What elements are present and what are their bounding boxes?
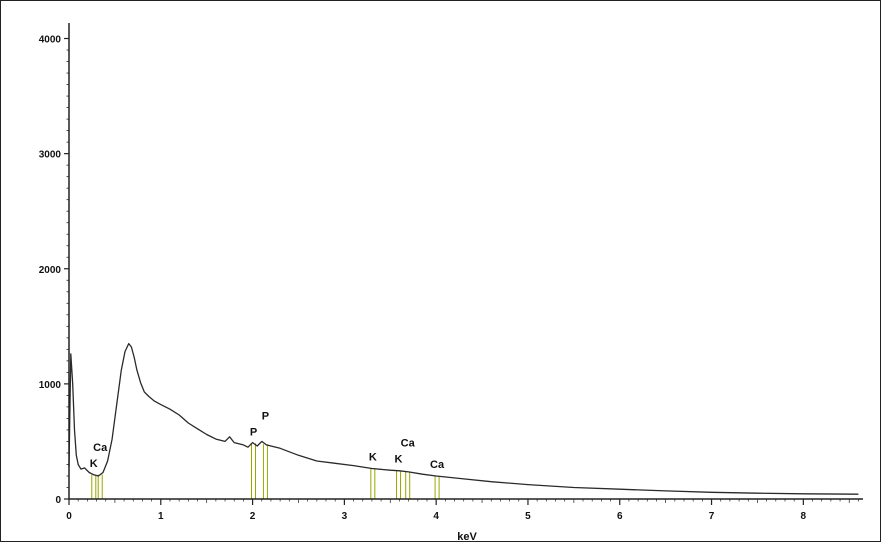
- y-tick-label: 2000: [39, 265, 62, 276]
- element-labels: K Ca PP K K Ca Ca: [90, 410, 445, 471]
- element-label: K: [90, 458, 98, 470]
- y-tick-label: 0: [55, 495, 61, 506]
- x-tick-label: 3: [342, 511, 348, 522]
- x-tick-label: 5: [525, 511, 531, 522]
- x-axis-label: keV: [457, 531, 477, 543]
- axes: 0 1000 2000 3000 4000 0 1 2 3 4 5 6 7 8: [39, 23, 863, 522]
- x-tick-label: 8: [801, 511, 807, 522]
- element-label: Ca: [430, 459, 445, 471]
- y-tick-label: 1000: [39, 380, 62, 391]
- spectrum-series: [68, 342, 859, 495]
- element-label: K: [395, 454, 403, 466]
- element-label: Ca: [401, 438, 416, 450]
- element-label: P: [262, 410, 269, 422]
- element-markers: [91, 443, 440, 499]
- y-tick-label: 3000: [39, 150, 62, 161]
- element-label: P: [250, 426, 257, 438]
- x-tick-label: 2: [250, 511, 256, 522]
- y-tick-label: 4000: [39, 35, 62, 46]
- element-label: Ca: [93, 442, 108, 454]
- element-label: K: [369, 452, 377, 464]
- x-tick-label: 1: [158, 511, 164, 522]
- x-tick-label: 4: [433, 511, 439, 522]
- x-tick-label: 7: [709, 511, 715, 522]
- x-tick-label: 0: [66, 511, 72, 522]
- x-tick-label: 6: [617, 511, 623, 522]
- spectrum-line: [68, 342, 859, 495]
